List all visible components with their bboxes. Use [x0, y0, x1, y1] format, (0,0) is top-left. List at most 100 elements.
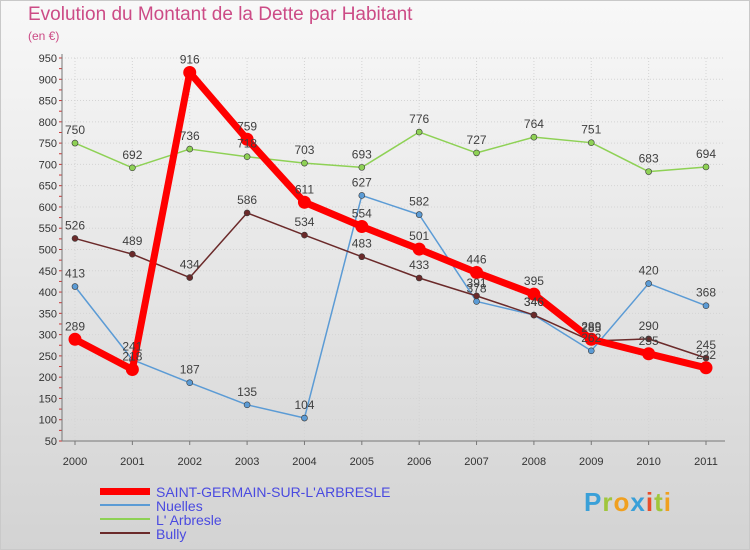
data-point — [530, 133, 538, 141]
x-tick-label: 2004 — [292, 456, 316, 468]
data-label: 135 — [237, 385, 257, 399]
data-label: 433 — [409, 258, 429, 272]
data-label: 611 — [295, 182, 314, 196]
data-point — [243, 209, 251, 217]
legend-label: Nuelles — [156, 498, 203, 514]
line-chart: 50 100 150 200 250 300 350 400 450 500 550 600 650 70… — [39, 52, 725, 468]
data-label: 368 — [696, 286, 716, 300]
data-point — [527, 287, 541, 301]
legend-swatch — [100, 532, 150, 534]
y-tick-label: 750 — [39, 138, 57, 150]
data-point — [71, 283, 79, 290]
series-saint-germain-sur-l-arbresle — [68, 65, 713, 377]
y-tick-label: 950 — [39, 53, 57, 65]
data-label: 446 — [467, 252, 487, 266]
axes: 50 100 150 200 250 300 350 400 450 500 550 600 650 70… — [39, 53, 725, 468]
data-label: 391 — [467, 276, 487, 290]
chart-unit-label: (en €) — [28, 29, 60, 43]
data-point — [473, 298, 480, 305]
series-layer — [68, 65, 713, 422]
data-label: 245 — [696, 338, 716, 352]
data-label: 694 — [696, 147, 716, 161]
data-point — [240, 132, 254, 146]
series-line-nuelles — [74, 194, 707, 419]
data-point — [702, 354, 710, 362]
data-point — [71, 139, 79, 147]
data-label: 764 — [524, 117, 544, 131]
data-label: 285 — [581, 321, 601, 335]
data-label: 434 — [180, 258, 200, 272]
data-label: 692 — [122, 148, 142, 162]
data-label: 289 — [65, 319, 85, 333]
y-tick-label: 650 — [39, 181, 57, 193]
data-point — [243, 401, 251, 409]
data-point — [125, 363, 139, 377]
data-point — [358, 253, 366, 261]
data-label: 241 — [122, 340, 142, 354]
data-point — [642, 347, 656, 361]
data-label: 534 — [294, 215, 314, 229]
data-label: 916 — [180, 52, 200, 66]
data-label: 395 — [524, 274, 544, 288]
data-label: 255 — [639, 334, 659, 348]
data-label: 718 — [237, 137, 257, 151]
x-tick-label: 2002 — [177, 456, 201, 468]
data-point — [297, 195, 311, 209]
data-label: 776 — [409, 112, 429, 126]
data-point — [186, 379, 194, 386]
x-tick-label: 2008 — [522, 456, 546, 468]
data-label: 693 — [352, 147, 372, 161]
y-tick-label: 450 — [39, 266, 57, 278]
data-point — [301, 159, 308, 167]
data-label: 378 — [467, 281, 487, 295]
y-tick-label: 350 — [39, 308, 57, 320]
data-label: 554 — [352, 207, 372, 221]
data-label: 262 — [581, 331, 601, 345]
data-point — [645, 335, 652, 343]
series-nuelles — [71, 192, 710, 422]
data-label: 346 — [524, 295, 544, 309]
data-label: 683 — [639, 152, 659, 166]
data-point — [702, 163, 710, 171]
data-label: 750 — [65, 123, 85, 137]
data-label: 759 — [237, 119, 257, 133]
y-tick-label: 300 — [39, 330, 57, 342]
legend-swatch — [100, 518, 150, 520]
x-tick-label: 2000 — [63, 456, 87, 468]
x-tick-label: 2007 — [464, 456, 488, 468]
data-point — [358, 192, 366, 199]
legend-swatch — [100, 487, 150, 495]
data-point — [412, 242, 426, 256]
y-tick-label: 700 — [39, 159, 57, 171]
data-point — [415, 128, 423, 136]
data-point — [355, 220, 369, 234]
data-label: 218 — [122, 350, 142, 364]
y-tick-label: 900 — [39, 74, 57, 86]
data-label: 526 — [65, 218, 85, 232]
data-point — [470, 265, 484, 279]
y-tick-label: 600 — [39, 202, 57, 214]
data-point — [301, 231, 308, 239]
y-tick-label: 800 — [39, 117, 57, 129]
data-point — [473, 292, 480, 300]
data-point — [71, 235, 79, 242]
data-point — [587, 139, 595, 146]
data-point — [243, 153, 251, 161]
y-tick-label: 850 — [39, 96, 57, 108]
data-label: 104 — [294, 398, 314, 412]
y-tick-label: 550 — [39, 223, 57, 235]
data-label: 489 — [122, 234, 142, 248]
legend-label: Bully — [156, 526, 187, 542]
y-tick-label: 500 — [39, 245, 57, 257]
data-label: 290 — [639, 319, 659, 333]
data-point — [530, 311, 538, 319]
data-point — [186, 145, 194, 153]
data-label: 736 — [180, 129, 200, 143]
x-tick-label: 2001 — [120, 456, 144, 468]
data-point — [358, 164, 366, 171]
legend-label: SAINT-GERMAIN-SUR-L'ARBRESLE — [156, 484, 391, 500]
data-label: 582 — [409, 195, 429, 209]
data-labels: 413 241 187 135 104 627 582 378 346 262 420 368 750 6… — [65, 52, 716, 412]
data-point — [415, 274, 423, 282]
